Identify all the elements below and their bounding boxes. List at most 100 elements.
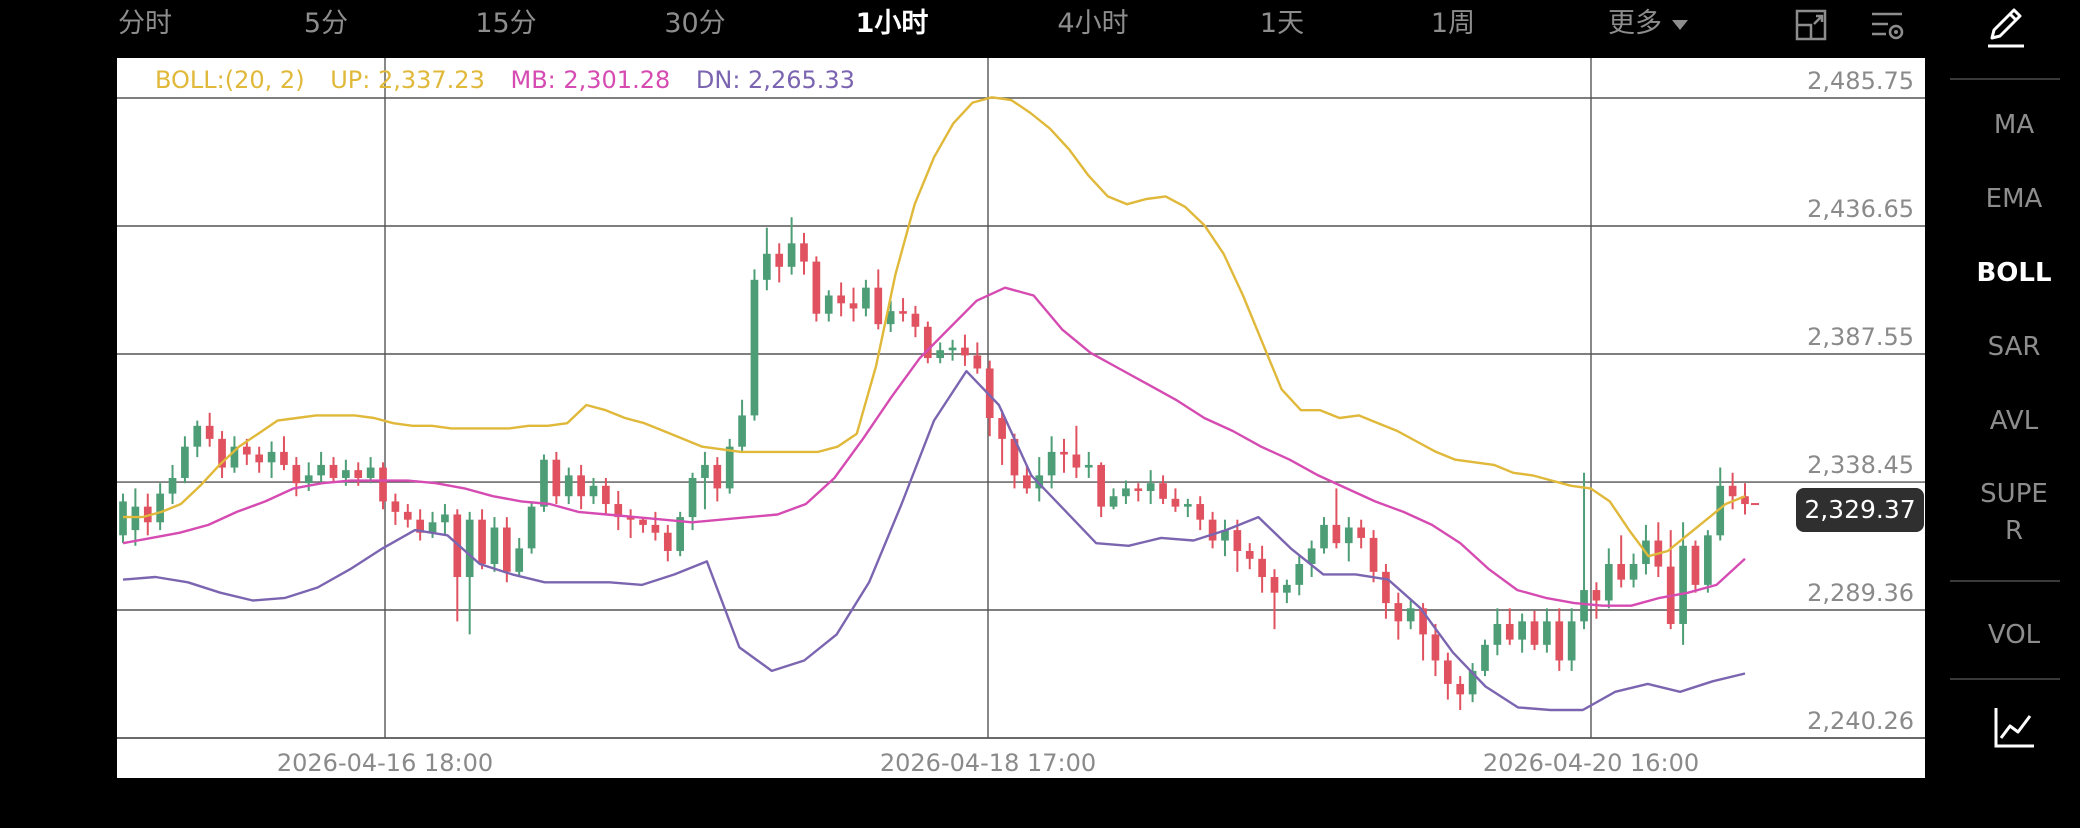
tab-timeframe-5m[interactable]: 5分 bbox=[303, 8, 349, 39]
candle-down bbox=[1258, 558, 1266, 578]
indicator-avl[interactable]: AVL bbox=[1989, 406, 2039, 436]
candle-up bbox=[490, 527, 499, 565]
boll-upper-line bbox=[123, 96, 1746, 558]
chevron-down-icon bbox=[1672, 19, 1688, 30]
indicator-sar[interactable]: SAR bbox=[1987, 332, 2041, 362]
candle-up bbox=[1481, 644, 1489, 671]
candle-down bbox=[1233, 530, 1242, 551]
candle-up bbox=[267, 451, 276, 463]
candle-down bbox=[1456, 683, 1465, 695]
candle-down bbox=[403, 511, 412, 520]
candle-down bbox=[1691, 545, 1700, 585]
tab-timeframe-more[interactable]: 更多 bbox=[1608, 0, 1688, 50]
tab-timeframe-30m[interactable]: 30分 bbox=[664, 8, 726, 39]
sidebar-divider bbox=[1950, 580, 2060, 582]
tab-timeframe-15m[interactable]: 15分 bbox=[475, 8, 537, 39]
candle-up bbox=[527, 506, 536, 549]
y-tick-label: 2,436.65 bbox=[1807, 195, 1914, 223]
indicator-ema[interactable]: EMA bbox=[1985, 184, 2043, 214]
candle-down bbox=[973, 355, 982, 369]
candle-down bbox=[391, 501, 400, 512]
y-tick-label: 2,485.75 bbox=[1807, 67, 1914, 95]
indicator-chart-icon[interactable] bbox=[1992, 704, 2038, 750]
tab-timeframe-1h[interactable]: 1小时 bbox=[855, 8, 929, 39]
candle-up bbox=[1716, 485, 1725, 536]
indicator-super[interactable]: SUPE R bbox=[1980, 479, 2048, 546]
candle-up bbox=[824, 295, 833, 314]
candle-down bbox=[453, 514, 462, 578]
pencil-draw-icon[interactable] bbox=[1982, 6, 2030, 50]
candle-down bbox=[1382, 571, 1390, 604]
candle-down bbox=[1072, 454, 1081, 468]
candle-up bbox=[1567, 621, 1576, 661]
candle-down bbox=[1023, 475, 1031, 489]
current-price-tag: 2,329.37 bbox=[1796, 488, 1924, 532]
candle-down bbox=[1357, 527, 1366, 538]
candle-down bbox=[985, 368, 994, 419]
candle-up bbox=[725, 446, 734, 489]
candle-down bbox=[1332, 524, 1341, 544]
candle-down bbox=[899, 311, 907, 314]
x-tick-label: 2026-04-16 18:00 bbox=[277, 749, 493, 777]
candle-down bbox=[280, 451, 288, 465]
candle-down bbox=[416, 519, 424, 533]
candle-up bbox=[676, 517, 685, 551]
candle-up bbox=[1704, 535, 1712, 585]
tab-timeframe-1d[interactable]: 1天 bbox=[1259, 8, 1305, 39]
candle-up bbox=[738, 415, 746, 447]
candle-down bbox=[1060, 451, 1068, 455]
chart-area[interactable]: 2,485.75 2,436.65 2,387.55 2,338.45 2,289.36… bbox=[117, 58, 1925, 778]
indicator-vol[interactable]: VOL bbox=[1987, 620, 2041, 650]
candle-down bbox=[651, 524, 660, 533]
candlestick-chart: 2,485.75 2,436.65 2,387.55 2,338.45 2,289.36… bbox=[117, 58, 1925, 777]
candle-up bbox=[1183, 504, 1192, 507]
candle-down bbox=[329, 464, 338, 478]
indicator-ma[interactable]: MA bbox=[1993, 110, 2035, 140]
candle-down bbox=[923, 326, 932, 359]
candle-up bbox=[1493, 623, 1502, 645]
candle-up bbox=[1543, 621, 1551, 645]
candle-down bbox=[1270, 577, 1279, 593]
indicator-boll[interactable]: BOLL bbox=[1976, 258, 2052, 288]
candle-up bbox=[1468, 670, 1477, 695]
candle-up bbox=[688, 477, 697, 518]
candle-down bbox=[1159, 483, 1167, 499]
chart-settings-icon[interactable] bbox=[1868, 6, 1908, 46]
candle-up bbox=[465, 519, 474, 578]
candle-up bbox=[750, 279, 759, 416]
candle-down bbox=[602, 485, 610, 505]
candle-down bbox=[1444, 660, 1452, 684]
y-tick-label: 2,387.55 bbox=[1807, 323, 1914, 351]
x-tick-label: 2026-04-18 17:00 bbox=[880, 749, 1096, 777]
candle-up bbox=[131, 506, 140, 531]
more-label: 更多 bbox=[1608, 8, 1662, 39]
tab-timeframe-time[interactable]: 分时 bbox=[118, 8, 172, 39]
tab-timeframe-1w[interactable]: 1周 bbox=[1430, 8, 1476, 39]
candle-down bbox=[1419, 608, 1427, 635]
candle-up bbox=[304, 475, 313, 484]
candle-down bbox=[1728, 485, 1737, 497]
candle-down bbox=[552, 459, 561, 497]
sidebar-divider bbox=[1950, 78, 2060, 80]
candle-up bbox=[1035, 475, 1044, 489]
candle-down bbox=[242, 446, 251, 455]
legend-boll-up: UP: 2,337.23 bbox=[330, 66, 485, 94]
candle-down bbox=[577, 475, 585, 497]
y-tick-label: 2,289.36 bbox=[1807, 579, 1914, 607]
candle-down bbox=[502, 527, 511, 572]
candle-down bbox=[713, 464, 722, 489]
candle-up bbox=[936, 350, 945, 359]
legend-boll-dn: DN: 2,265.33 bbox=[695, 66, 855, 94]
landscape-icon[interactable] bbox=[1792, 6, 1832, 46]
boll-lower-line bbox=[122, 369, 1746, 712]
candle-up bbox=[862, 287, 870, 309]
candle-up bbox=[540, 459, 548, 507]
y-tick-label: 2,240.26 bbox=[1807, 707, 1914, 735]
candle-up bbox=[787, 243, 796, 267]
candle-up bbox=[564, 475, 573, 497]
candle-down bbox=[663, 532, 672, 551]
tab-timeframe-4h[interactable]: 4小时 bbox=[1057, 8, 1129, 39]
candle-down bbox=[911, 313, 920, 327]
x-tick-label: 2026-04-20 16:00 bbox=[1483, 749, 1699, 777]
candle-down bbox=[812, 261, 821, 314]
